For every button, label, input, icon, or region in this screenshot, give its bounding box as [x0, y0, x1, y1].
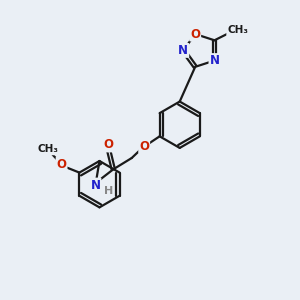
Text: O: O	[104, 138, 114, 152]
Text: H: H	[104, 186, 113, 196]
Text: N: N	[178, 44, 188, 57]
Text: CH₃: CH₃	[38, 144, 59, 154]
Text: N: N	[209, 54, 220, 67]
Text: CH₃: CH₃	[227, 26, 248, 35]
Text: O: O	[190, 28, 200, 40]
Text: O: O	[57, 158, 67, 171]
Text: N: N	[90, 178, 100, 192]
Text: O: O	[139, 140, 149, 153]
